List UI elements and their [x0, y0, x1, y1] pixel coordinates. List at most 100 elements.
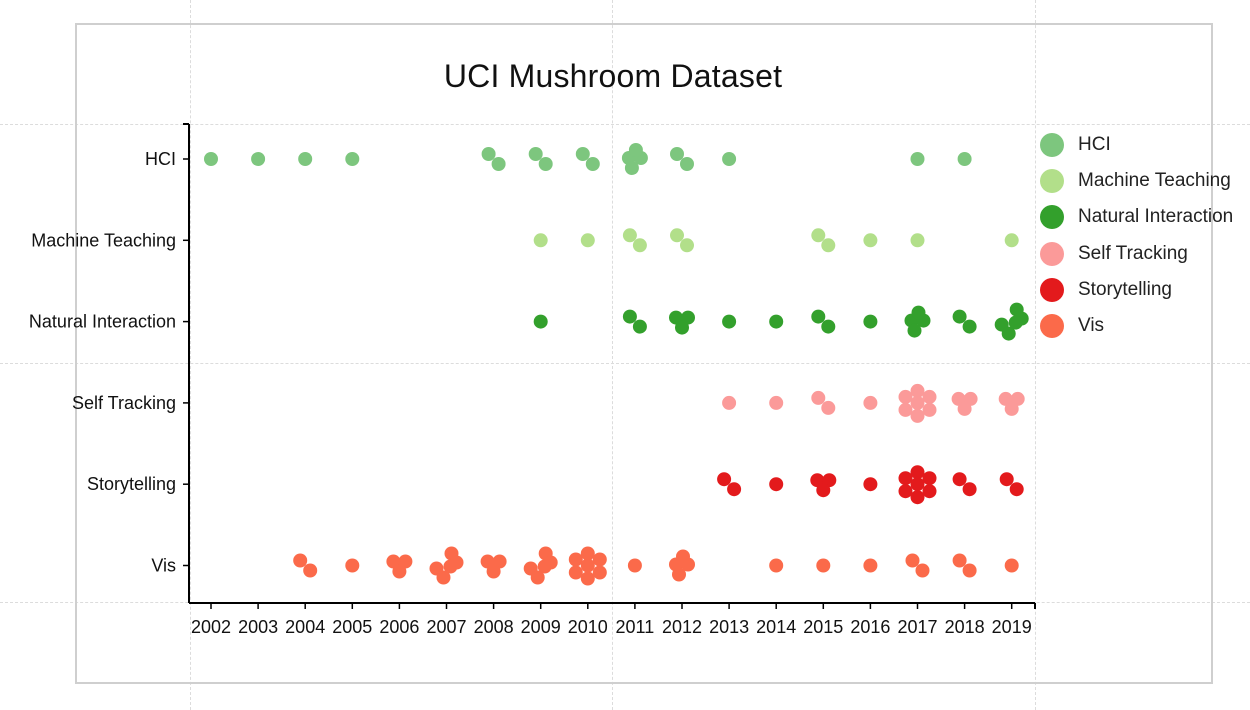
data-point	[910, 233, 925, 248]
data-point	[345, 152, 360, 166]
data-point	[592, 565, 607, 580]
data-point	[251, 152, 266, 166]
x-tick-label: 2012	[662, 617, 702, 637]
y-tick-label: Natural Interaction	[29, 312, 176, 332]
data-point	[952, 472, 967, 487]
data-point	[922, 484, 937, 499]
legend-swatch	[1040, 205, 1064, 230]
legend: HCI Machine Teaching Natural Interaction Se…	[1040, 127, 1233, 344]
data-point	[863, 558, 878, 573]
data-point	[345, 558, 360, 573]
data-point	[999, 472, 1014, 487]
data-point	[628, 143, 643, 157]
x-tick-label: 2006	[379, 617, 419, 637]
data-point	[670, 147, 684, 161]
data-point	[910, 465, 925, 480]
data-point	[1004, 401, 1019, 416]
x-tick-label: 2007	[426, 617, 466, 637]
data-point	[722, 152, 737, 166]
y-tick-label: HCI	[145, 149, 176, 169]
data-point	[952, 309, 967, 324]
data-point	[1009, 482, 1024, 497]
data-point	[907, 323, 922, 338]
legend-swatch	[1040, 133, 1064, 158]
y-tick-label: Storytelling	[87, 474, 176, 494]
data-point	[811, 228, 826, 243]
data-point	[443, 559, 458, 574]
data-point	[821, 238, 836, 253]
data-point	[915, 563, 930, 578]
legend-item: Storytelling	[1040, 272, 1233, 308]
x-tick-label: 2002	[191, 617, 231, 637]
data-point	[811, 309, 826, 324]
data-point	[528, 147, 543, 161]
data-point	[585, 157, 600, 171]
legend-label: Self Tracking	[1078, 242, 1188, 264]
data-point	[481, 147, 496, 161]
data-point	[911, 305, 926, 320]
legend-item: HCI	[1040, 127, 1233, 163]
data-point	[672, 567, 686, 582]
data-point	[298, 152, 313, 166]
legend-label: Vis	[1078, 315, 1105, 337]
data-point	[962, 482, 977, 497]
data-point	[905, 553, 920, 568]
data-point	[486, 564, 501, 579]
data-point	[1004, 233, 1019, 248]
data-point	[863, 314, 878, 329]
data-point	[769, 558, 784, 573]
data-point	[622, 309, 637, 324]
data-point	[727, 482, 742, 497]
data-point	[722, 314, 737, 329]
data-point	[717, 472, 732, 487]
legend-swatch	[1040, 277, 1064, 302]
legend-label: Machine Teaching	[1078, 170, 1231, 192]
guide-line	[1035, 0, 1036, 710]
x-tick-label: 2018	[945, 617, 985, 637]
x-tick-label: 2008	[474, 617, 514, 637]
legend-item: Natural Interaction	[1040, 199, 1233, 235]
data-point	[863, 233, 878, 248]
data-point	[811, 390, 826, 405]
data-point	[863, 477, 878, 492]
data-point	[204, 152, 218, 166]
data-point	[568, 552, 583, 567]
data-point	[580, 233, 595, 248]
legend-label: HCI	[1078, 134, 1111, 156]
data-point	[592, 552, 607, 567]
data-point	[962, 319, 977, 334]
data-point	[910, 408, 925, 423]
data-point	[910, 477, 925, 492]
data-point	[580, 571, 595, 586]
data-point	[622, 228, 637, 243]
guide-line	[612, 0, 613, 710]
data-point	[952, 553, 967, 568]
data-point	[863, 395, 878, 410]
data-point	[957, 152, 972, 166]
legend-label: Natural Interaction	[1078, 206, 1234, 228]
data-point	[538, 157, 553, 171]
x-tick-label: 2019	[992, 617, 1032, 637]
data-point	[675, 320, 689, 335]
data-point	[898, 389, 913, 404]
data-point	[624, 161, 639, 175]
data-point	[676, 549, 690, 564]
data-point	[922, 471, 937, 486]
data-point	[632, 319, 647, 334]
x-tick-label: 2016	[850, 617, 890, 637]
data-point	[769, 395, 784, 410]
data-point	[898, 484, 913, 499]
data-point	[910, 490, 925, 505]
data-point	[568, 565, 583, 580]
data-point	[821, 400, 836, 415]
data-point	[816, 483, 831, 498]
x-tick-label: 2011	[616, 617, 655, 637]
data-point	[533, 233, 548, 248]
legend-swatch	[1040, 169, 1064, 194]
guide-line	[0, 124, 1250, 125]
x-tick-label: 2003	[238, 617, 278, 637]
x-tick-label: 2010	[568, 617, 608, 637]
x-tick-label: 2017	[897, 617, 937, 637]
data-point	[580, 558, 595, 573]
data-point	[910, 152, 925, 166]
